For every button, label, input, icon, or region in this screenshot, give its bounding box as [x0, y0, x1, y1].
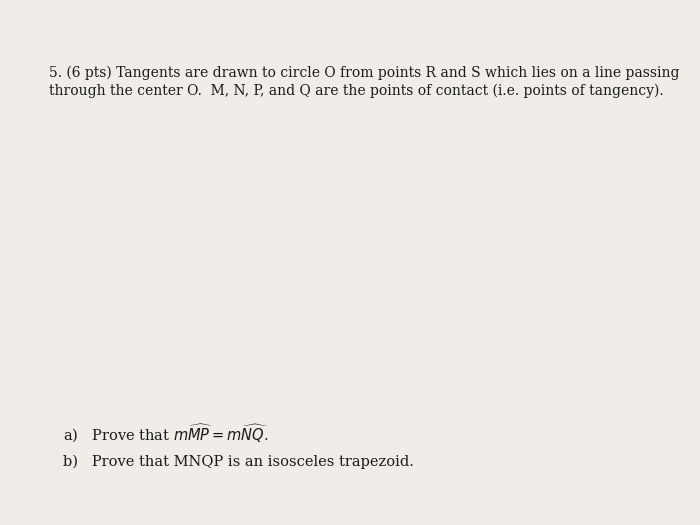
Point — [311, 295, 322, 303]
Point — [335, 358, 346, 366]
Text: M: M — [258, 227, 272, 241]
Point — [274, 239, 285, 248]
Text: N: N — [260, 358, 272, 372]
Text: 5. (6 pts) Tangents are drawn to circle O from points R and S which lies on a li: 5. (6 pts) Tangents are drawn to circle … — [49, 66, 680, 80]
Text: b)   Prove that MNQP is an isosceles trapezoid.: b) Prove that MNQP is an isosceles trape… — [63, 454, 414, 468]
Text: S: S — [514, 292, 523, 306]
Text: O: O — [314, 309, 326, 323]
Text: through the center O.  M, N, P, and Q are the points of contact (i.e. points of : through the center O. M, N, P, and Q are… — [49, 84, 664, 98]
Text: a)   Prove that $m\widehat{MP} = m\widehat{NQ}$.: a) Prove that $m\widehat{MP} = m\widehat… — [63, 423, 269, 445]
Point — [335, 233, 346, 241]
Text: R: R — [176, 292, 186, 306]
Point — [274, 351, 285, 359]
Text: P: P — [344, 217, 354, 231]
Text: Q: Q — [344, 368, 356, 381]
